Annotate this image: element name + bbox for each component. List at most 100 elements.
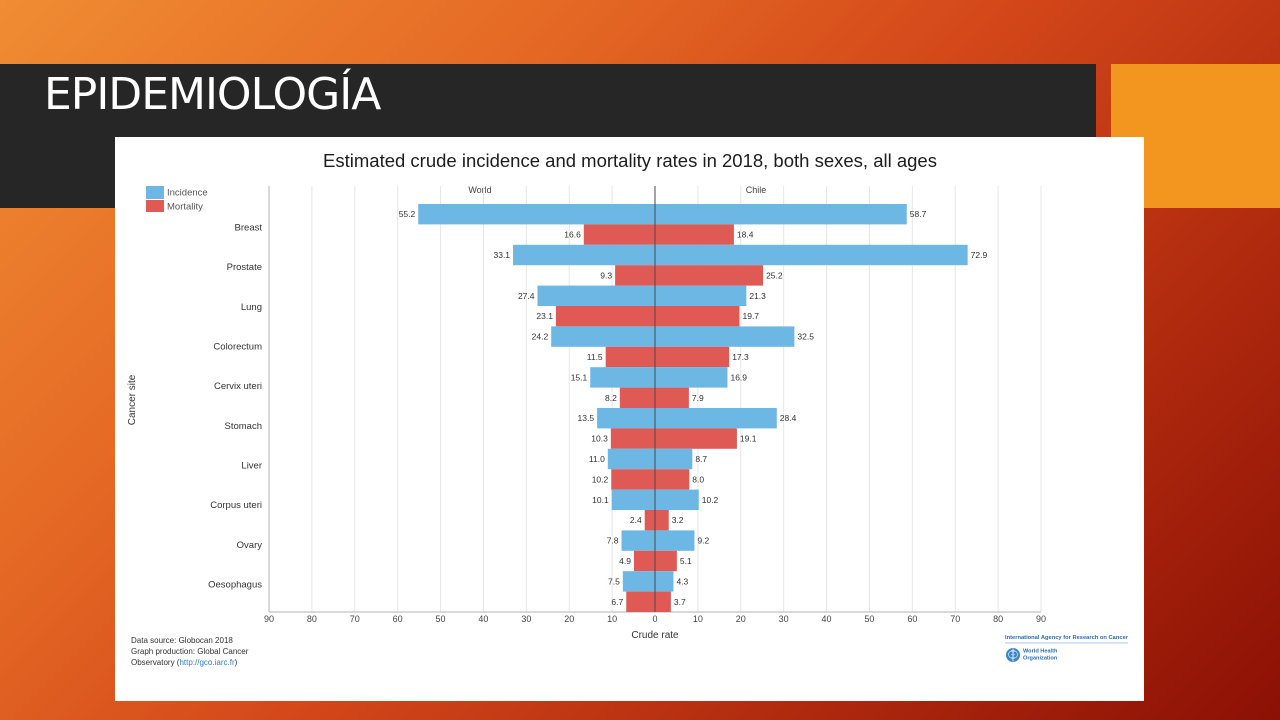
bar-incidence-chile bbox=[655, 448, 693, 470]
x-tick-label: 70 bbox=[950, 614, 960, 624]
bar-mortality-chile bbox=[655, 510, 669, 531]
value-label: 11.0 bbox=[589, 454, 605, 464]
value-label: 10.1 bbox=[592, 495, 609, 505]
value-label: 4.9 bbox=[619, 556, 631, 566]
credit-data-source: Data source: Globocan 2018 bbox=[131, 636, 233, 645]
value-label: 5.1 bbox=[680, 556, 692, 566]
bar-mortality-world bbox=[610, 428, 655, 449]
value-label: 32.5 bbox=[797, 332, 814, 342]
bar-incidence-chile bbox=[655, 326, 795, 347]
value-label: 19.7 bbox=[742, 311, 759, 321]
value-label: 8.0 bbox=[692, 474, 704, 484]
x-tick-label: 20 bbox=[736, 614, 746, 624]
value-label: 16.6 bbox=[564, 230, 581, 240]
bar-incidence-world bbox=[590, 367, 655, 388]
legend: Incidence Mortality bbox=[146, 186, 208, 213]
bar-mortality-chile bbox=[655, 550, 677, 572]
category-label-ovary: Ovary bbox=[237, 540, 263, 551]
panel-label-world: World bbox=[468, 185, 491, 195]
slide-title: EPIDEMIOLOGÍA bbox=[44, 69, 381, 120]
x-tick-label: 30 bbox=[521, 614, 531, 624]
x-tick-label: 80 bbox=[993, 614, 1003, 624]
bar-incidence-chile bbox=[655, 367, 728, 388]
category-label-prostate: Prostate bbox=[227, 262, 262, 273]
bar-mortality-chile bbox=[655, 469, 690, 490]
value-label: 18.4 bbox=[737, 230, 754, 240]
bar-incidence-world bbox=[622, 571, 655, 592]
value-label: 11.5 bbox=[587, 352, 603, 362]
x-tick-label: 40 bbox=[822, 614, 832, 624]
bar-mortality-chile bbox=[655, 265, 764, 286]
who-name-line2: Organization bbox=[1023, 656, 1058, 662]
value-label: 23.1 bbox=[536, 311, 553, 321]
who-emblem-icon bbox=[1006, 648, 1020, 662]
legend-swatch-incidence bbox=[146, 186, 164, 199]
x-tick-label: 30 bbox=[779, 614, 789, 624]
category-label-corpus-uteri: Corpus uteri bbox=[210, 500, 262, 511]
value-label: 16.9 bbox=[730, 372, 747, 382]
value-label: 72.9 bbox=[971, 250, 988, 260]
x-tick-label: 60 bbox=[907, 614, 917, 624]
credit-observatory-suffix: ) bbox=[235, 658, 238, 667]
x-tick-label: 20 bbox=[564, 614, 574, 624]
bar-mortality-world bbox=[633, 550, 655, 572]
bar-incidence-world bbox=[611, 489, 655, 510]
footer-credits: Data source: Globocan 2018 Graph product… bbox=[131, 636, 249, 667]
bar-incidence-chile bbox=[655, 244, 968, 266]
legend-swatch-mortality bbox=[146, 200, 164, 212]
bar-incidence-chile bbox=[655, 571, 674, 592]
bar-mortality-chile bbox=[655, 306, 740, 327]
value-label: 6.7 bbox=[611, 597, 623, 607]
bar-mortality-chile bbox=[655, 224, 734, 245]
iarc-name: International Agency for Research on Can… bbox=[1005, 635, 1129, 641]
value-label: 10.3 bbox=[591, 434, 608, 444]
panel-label-chile: Chile bbox=[746, 185, 767, 195]
bar-incidence-world bbox=[551, 326, 655, 347]
value-label: 15.1 bbox=[571, 372, 588, 382]
bar-mortality-world bbox=[619, 387, 655, 408]
bar-mortality-world bbox=[583, 224, 655, 245]
x-tick-label: 50 bbox=[864, 614, 874, 624]
bar-mortality-world bbox=[605, 346, 655, 368]
value-label: 58.7 bbox=[910, 209, 927, 219]
value-label: 25.2 bbox=[766, 270, 783, 280]
chart-card: Estimated crude incidence and mortality … bbox=[115, 137, 1144, 701]
value-label: 9.2 bbox=[697, 536, 709, 546]
credit-observatory: Observatory (http://gco.iarc.fr) bbox=[131, 658, 238, 667]
legend-label-incidence: Incidence bbox=[167, 188, 208, 199]
chart-labels: 90 80 70 60 50 40 30 20 10 0 10 20 30 40 50 60 70 80 90 55.… bbox=[208, 209, 1046, 624]
category-label-lung: Lung bbox=[241, 302, 262, 313]
value-label: 28.4 bbox=[780, 413, 797, 423]
value-label: 3.7 bbox=[674, 597, 686, 607]
bar-mortality-world bbox=[615, 265, 655, 286]
x-tick-label: 90 bbox=[1036, 614, 1046, 624]
y-axis-title: Cancer site bbox=[127, 374, 138, 425]
bar-incidence-world bbox=[621, 530, 655, 551]
x-tick-label: 80 bbox=[307, 614, 317, 624]
value-label: 17.3 bbox=[732, 352, 749, 362]
category-label-cervix-uteri: Cervix uteri bbox=[214, 381, 262, 392]
bar-incidence-chile bbox=[655, 530, 695, 551]
x-tick-label: 60 bbox=[393, 614, 403, 624]
category-label-stomach: Stomach bbox=[225, 421, 263, 432]
bar-mortality-world bbox=[555, 306, 655, 327]
bar-incidence-world bbox=[418, 204, 655, 225]
value-label: 21.3 bbox=[749, 291, 766, 301]
bar-mortality-chile bbox=[655, 387, 689, 408]
value-label: 13.5 bbox=[578, 413, 595, 423]
bar-mortality-world bbox=[626, 591, 655, 612]
value-label: 33.1 bbox=[493, 250, 510, 260]
x-tick-label: 50 bbox=[436, 614, 446, 624]
category-label-colorectum: Colorectum bbox=[213, 342, 262, 353]
category-label-breast: Breast bbox=[235, 223, 263, 234]
value-label: 8.2 bbox=[605, 393, 617, 403]
bar-mortality-chile bbox=[655, 428, 737, 449]
value-label: 55.2 bbox=[399, 209, 416, 219]
bar-mortality-world bbox=[611, 469, 655, 490]
value-label: 27.4 bbox=[518, 291, 535, 301]
x-tick-label: 70 bbox=[350, 614, 360, 624]
bar-incidence-world bbox=[597, 408, 655, 429]
observatory-link[interactable]: http://gco.iarc.fr bbox=[179, 658, 234, 667]
x-axis-title: Crude rate bbox=[631, 630, 679, 641]
